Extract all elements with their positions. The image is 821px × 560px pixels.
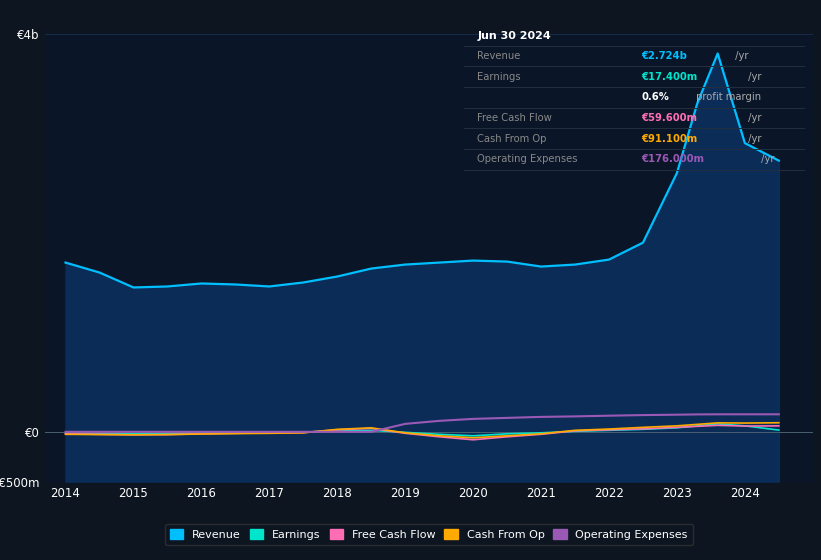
Text: Free Cash Flow: Free Cash Flow: [478, 113, 553, 123]
Text: Earnings: Earnings: [478, 72, 521, 82]
Text: €2.724b: €2.724b: [641, 51, 687, 61]
Text: profit margin: profit margin: [693, 92, 761, 102]
Text: Revenue: Revenue: [478, 51, 521, 61]
Text: Jun 30 2024: Jun 30 2024: [478, 31, 551, 40]
Text: 0.6%: 0.6%: [641, 92, 669, 102]
Text: /yr: /yr: [745, 113, 761, 123]
Text: /yr: /yr: [732, 51, 748, 61]
Text: €176.000m: €176.000m: [641, 155, 704, 165]
Text: €17.400m: €17.400m: [641, 72, 697, 82]
Text: /yr: /yr: [745, 72, 761, 82]
Text: Cash From Op: Cash From Op: [478, 134, 547, 144]
Text: /yr: /yr: [745, 134, 761, 144]
Text: Operating Expenses: Operating Expenses: [478, 155, 578, 165]
Text: €59.600m: €59.600m: [641, 113, 697, 123]
Text: €91.100m: €91.100m: [641, 134, 697, 144]
Text: /yr: /yr: [758, 155, 774, 165]
Legend: Revenue, Earnings, Free Cash Flow, Cash From Op, Operating Expenses: Revenue, Earnings, Free Cash Flow, Cash …: [164, 524, 694, 545]
